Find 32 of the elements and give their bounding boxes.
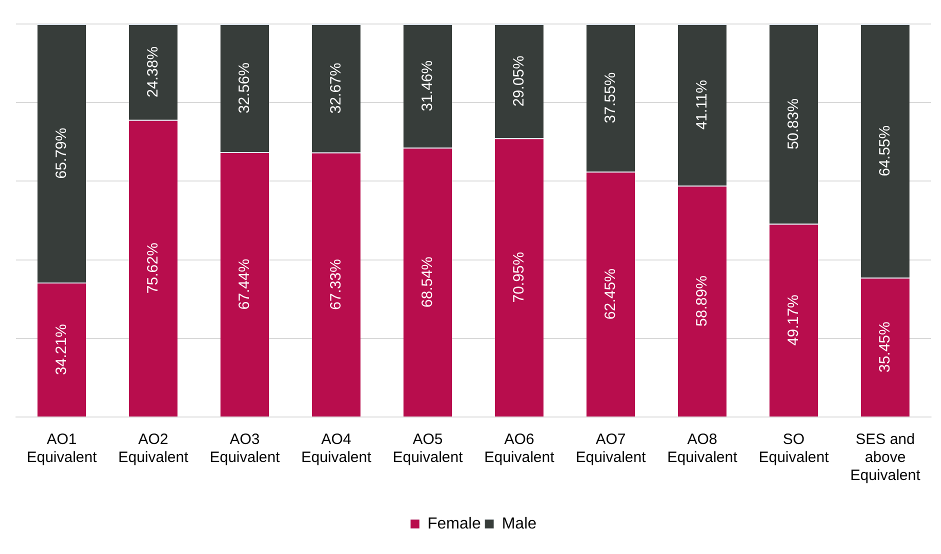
data-label: 32.56% (236, 62, 253, 114)
data-label: 67.33% (327, 259, 344, 310)
x-tick-label: AO2 Equivalent (118, 431, 190, 466)
data-label: 58.89% (693, 276, 710, 326)
data-label: 68.54% (418, 256, 436, 308)
data-label: 41.11% (693, 80, 710, 130)
data-label: 34.21% (52, 324, 70, 375)
data-label: 50.83% (784, 98, 802, 150)
x-tick-label: AO7 Equivalent (576, 431, 647, 466)
x-tick-label: AO8 Equivalent (667, 431, 738, 466)
data-label: 31.46% (418, 60, 436, 112)
data-label: 65.79% (52, 128, 70, 179)
data-label: 70.95% (510, 252, 528, 303)
legend-label: Female (427, 515, 481, 532)
x-tick-label: AO5 Equivalent (392, 431, 464, 466)
data-label: 37.55% (602, 72, 619, 124)
x-tick-label: SES and above Equivalent (850, 431, 922, 484)
data-label: 67.44% (236, 258, 253, 310)
data-label: 24.38% (144, 46, 162, 98)
data-label: 64.55% (876, 125, 894, 176)
data-label: 35.45% (876, 322, 894, 373)
data-label: 49.17% (784, 294, 802, 346)
data-label: 75.62% (144, 242, 162, 294)
x-tick-label: AO6 Equivalent (484, 431, 556, 466)
x-tick-label: AO3 Equivalent (210, 431, 281, 466)
data-label: 62.45% (602, 268, 619, 320)
x-tick-label: AO4 Equivalent (301, 431, 372, 466)
data-label: 32.67% (327, 62, 344, 114)
x-tick-label: SO Equivalent (758, 431, 830, 466)
x-tick-label: AO1 Equivalent (26, 431, 98, 466)
legend-label: Male (502, 515, 537, 532)
data-label: 29.05% (510, 56, 528, 107)
